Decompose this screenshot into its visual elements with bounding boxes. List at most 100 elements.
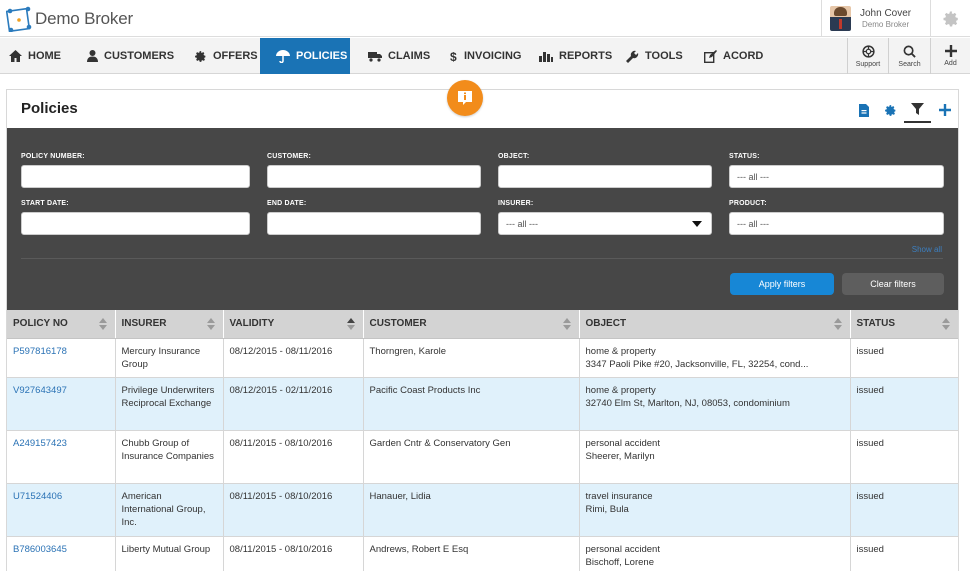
user-menu[interactable]: John Cover Demo Broker [821, 0, 930, 37]
insurer-select[interactable]: --- all --- [498, 212, 712, 235]
customer-cell: Hanauer, Lidia [363, 483, 580, 537]
nav-invoicing[interactable]: $ INVOICING [450, 38, 521, 74]
nav-customers[interactable]: CUSTOMERS [87, 38, 174, 74]
settings-panel-button[interactable] [877, 97, 904, 123]
nav-offers[interactable]: OFFERS [194, 38, 258, 74]
filter-toggle-button[interactable] [904, 97, 931, 123]
product-label: PRODUCT: [729, 200, 767, 207]
product-select[interactable]: --- all --- [729, 212, 944, 235]
object-detail: 32740 Elm St, Marlton, NJ, 08053, condom… [585, 397, 790, 409]
header-insurer-label: INSURER [121, 318, 167, 330]
header-object[interactable]: OBJECT [579, 310, 851, 339]
dollar-icon: $ [450, 50, 457, 63]
insurer-cell: Liberty Mutual Group [115, 536, 224, 571]
logo-icon [6, 6, 32, 32]
add-policy-button[interactable] [931, 97, 958, 123]
user-info: John Cover Demo Broker [860, 8, 911, 29]
plus-icon [938, 104, 951, 116]
table-row[interactable]: U71524406 American International Group, … [7, 483, 958, 537]
table-row[interactable]: V927643497 Privilege Underwriters Recipr… [7, 377, 958, 431]
avatar [830, 6, 851, 31]
table-header-row: POLICY NO INSURER VALIDITY CUSTOMER OBJE… [7, 310, 958, 339]
nav-claims-label: CLAIMS [388, 50, 431, 62]
object-type: home & property [585, 384, 656, 396]
start-date-label: START DATE: [21, 200, 69, 207]
nav-tools[interactable]: TOOLS [626, 38, 683, 74]
chevron-down-icon [692, 221, 702, 227]
end-date-input[interactable] [267, 212, 481, 235]
policy-link[interactable]: U71524406 [13, 490, 63, 502]
home-icon [9, 50, 22, 62]
info-icon [458, 91, 472, 105]
export-button[interactable] [850, 97, 877, 123]
status-select[interactable]: --- all --- [729, 165, 944, 188]
umbrella-hand-icon [276, 49, 290, 63]
wrench-icon [626, 50, 639, 63]
header-object-label: OBJECT [585, 318, 627, 330]
nav-policies[interactable]: POLICIES [260, 38, 350, 74]
object-type: personal accident [585, 543, 660, 555]
insurer-cell: American International Group, Inc. [115, 483, 224, 537]
object-type: personal accident [585, 437, 660, 449]
header-status-label: STATUS [856, 318, 896, 330]
show-all-link[interactable]: Show all [911, 245, 942, 254]
customer-cell: Andrews, Robert E Esq [363, 536, 580, 571]
clear-filters-button[interactable]: Clear filters [842, 273, 944, 295]
header-customer-label: CUSTOMER [369, 318, 427, 330]
info-badge[interactable] [447, 80, 483, 116]
filter-section: POLICY NUMBER: CUSTOMER: OBJECT: STATUS:… [7, 128, 958, 310]
brand-logo[interactable]: Demo Broker [6, 6, 133, 32]
validity-cell: 08/11/2015 - 08/10/2016 [223, 430, 364, 484]
add-button[interactable]: Add [930, 38, 970, 74]
add-label: Add [944, 60, 957, 67]
settings-button[interactable] [930, 0, 970, 37]
policy-link[interactable]: V927643497 [13, 384, 67, 396]
object-input[interactable] [498, 165, 712, 188]
table-row[interactable]: B786003645 Liberty Mutual Group 08/11/20… [7, 536, 958, 571]
start-date-input[interactable] [21, 212, 250, 235]
policy-link[interactable]: A249157423 [13, 437, 67, 449]
header-customer[interactable]: CUSTOMER [363, 310, 580, 339]
nav-claims[interactable]: CLAIMS [368, 38, 430, 74]
policy-link[interactable]: P597816178 [13, 345, 67, 357]
search-button[interactable]: Search [888, 38, 930, 74]
search-icon [903, 45, 916, 58]
nav-reports-label: REPORTS [559, 50, 613, 62]
header-validity[interactable]: VALIDITY [223, 310, 364, 339]
insurer-cell: Mercury Insurance Group [115, 338, 224, 378]
header-insurer[interactable]: INSURER [115, 310, 224, 339]
gear-badge-icon [195, 50, 206, 62]
table-row[interactable]: P597816178 Mercury Insurance Group 08/12… [7, 338, 958, 378]
object-detail: Rimi, Bula [585, 503, 629, 515]
policy-number-input[interactable] [21, 165, 250, 188]
object-type: home & property [585, 345, 656, 357]
object-label: OBJECT: [498, 153, 530, 160]
object-cell: home & property 3347 Paoli Pike #20, Jack… [579, 338, 851, 378]
sort-icon [562, 318, 571, 330]
header-policy-no[interactable]: POLICY NO [7, 310, 116, 339]
nav-home[interactable]: HOME [9, 38, 61, 74]
nav-reports[interactable]: REPORTS [539, 38, 612, 74]
nav-customers-label: CUSTOMERS [104, 50, 175, 62]
policies-table-wrap: POLICY NO INSURER VALIDITY CUSTOMER OBJE… [7, 310, 958, 571]
apply-filters-button[interactable]: Apply filters [730, 273, 834, 295]
status-cell: issued [850, 377, 958, 431]
table-row[interactable]: A249157423 Chubb Group of Insurance Comp… [7, 430, 958, 484]
nav-acord[interactable]: ACORD [704, 38, 763, 74]
sort-icon [833, 318, 842, 330]
object-cell: travel insurance Rimi, Bula [579, 483, 851, 537]
user-icon [87, 50, 98, 62]
header-validity-label: VALIDITY [229, 318, 275, 330]
policy-link[interactable]: B786003645 [13, 543, 67, 555]
user-area: John Cover Demo Broker [821, 0, 970, 37]
status-label: STATUS: [729, 153, 760, 160]
customer-cell: Pacific Coast Products Inc [363, 377, 580, 431]
insurer-cell: Privilege Underwriters Reciprocal Exchan… [115, 377, 224, 431]
header-status[interactable]: STATUS [850, 310, 958, 339]
customer-cell: Garden Cntr & Conservatory Gen [363, 430, 580, 484]
filter-divider [21, 258, 943, 259]
product-select-value: --- all --- [737, 218, 769, 229]
customer-input[interactable] [267, 165, 481, 188]
support-button[interactable]: Support [847, 38, 888, 74]
lifebuoy-icon [861, 44, 875, 58]
